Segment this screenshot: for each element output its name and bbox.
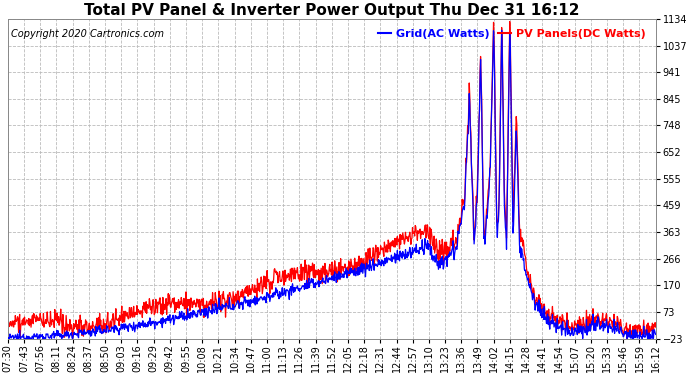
Text: Copyright 2020 Cartronics.com: Copyright 2020 Cartronics.com <box>11 28 164 39</box>
Title: Total PV Panel & Inverter Power Output Thu Dec 31 16:12: Total PV Panel & Inverter Power Output T… <box>84 3 580 18</box>
Legend: Grid(AC Watts), PV Panels(DC Watts): Grid(AC Watts), PV Panels(DC Watts) <box>373 24 650 44</box>
